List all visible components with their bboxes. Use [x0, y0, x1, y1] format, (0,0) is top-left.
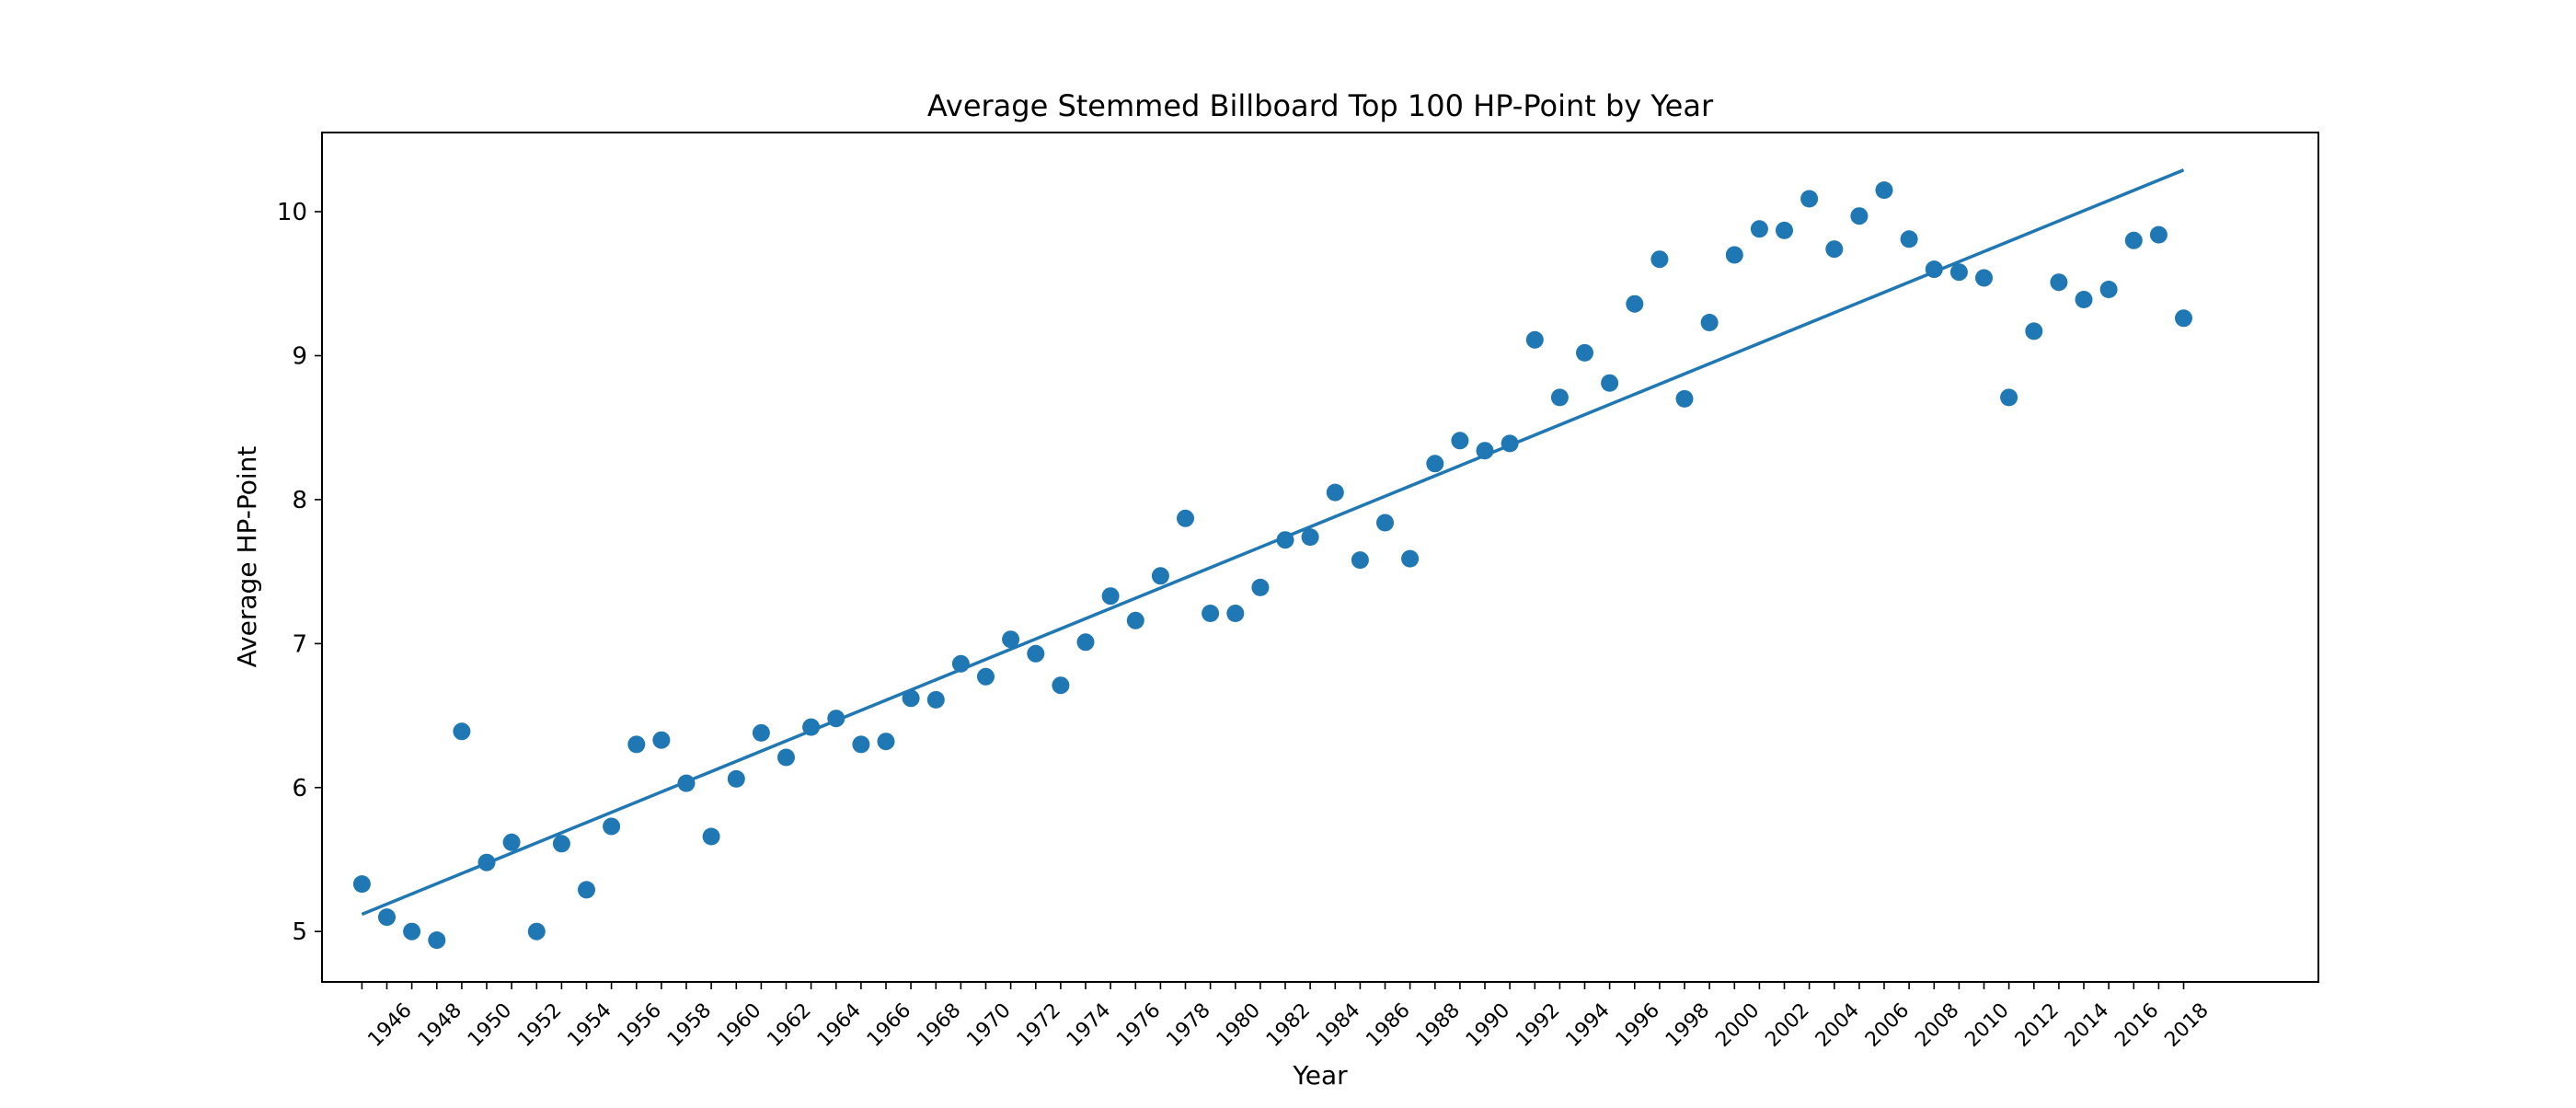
data-point — [1451, 432, 1469, 450]
trend-line — [361, 168, 2185, 917]
y-tick-label: 6 — [292, 775, 307, 802]
data-point — [1900, 230, 1918, 248]
plot-layer — [352, 168, 2192, 950]
data-point — [2075, 291, 2093, 308]
chart-title: Average Stemmed Billboard Top 100 HP-Poi… — [927, 88, 1714, 123]
data-point — [1027, 644, 1045, 663]
data-point — [1426, 455, 1444, 473]
data-point — [727, 769, 745, 788]
data-point — [1700, 314, 1719, 331]
data-point — [1376, 514, 1394, 532]
data-point — [2025, 322, 2043, 340]
y-tick-label: 5 — [292, 918, 307, 946]
data-point — [1601, 374, 1619, 392]
data-point — [702, 827, 720, 846]
data-point — [1151, 567, 1169, 585]
y-tick-label: 7 — [292, 630, 307, 658]
data-point — [378, 908, 396, 927]
data-point — [2175, 309, 2192, 328]
data-point — [527, 922, 546, 941]
data-point — [1626, 294, 1644, 313]
data-point — [1002, 630, 1020, 649]
y-tick-label: 10 — [277, 199, 307, 226]
data-point — [1949, 263, 1968, 282]
data-point — [1126, 611, 1144, 629]
data-point — [1101, 587, 1120, 606]
data-point — [1202, 605, 1220, 622]
data-point — [1550, 388, 1569, 407]
data-point — [1750, 220, 1768, 238]
y-axis-ticks: 5 6 7 8 9 10 — [277, 199, 322, 946]
data-point — [1326, 483, 1344, 502]
data-point — [652, 731, 671, 749]
data-point — [428, 931, 446, 950]
data-point — [1875, 181, 1893, 200]
data-point — [852, 735, 870, 754]
data-point — [352, 875, 371, 894]
data-point — [977, 667, 995, 686]
data-point — [1825, 240, 1844, 259]
data-point — [1351, 551, 1369, 570]
data-point — [2149, 225, 2168, 244]
axes-frame — [321, 132, 2319, 983]
data-point — [403, 922, 421, 941]
data-point — [1800, 190, 1819, 208]
data-point — [1675, 389, 1694, 408]
data-point — [1725, 246, 1743, 264]
data-point — [926, 690, 945, 709]
data-point — [777, 748, 795, 767]
data-point — [1576, 343, 1593, 362]
data-point — [453, 722, 471, 741]
data-point — [1850, 207, 1869, 225]
data-point — [552, 835, 570, 853]
data-point — [1177, 509, 1194, 527]
data-point — [1226, 605, 1245, 622]
data-point — [1525, 330, 1544, 349]
data-point — [2000, 388, 2018, 407]
data-point — [877, 733, 895, 751]
data-point — [502, 833, 521, 851]
data-point — [752, 723, 770, 742]
data-point — [603, 817, 621, 836]
y-tick-label: 8 — [292, 487, 307, 514]
data-point — [1052, 676, 1070, 695]
data-point — [1975, 269, 1993, 287]
data-point — [1076, 633, 1095, 652]
data-point — [627, 735, 646, 754]
data-point — [1776, 221, 1793, 239]
data-point — [2124, 231, 2143, 249]
y-tick-label: 9 — [292, 343, 307, 371]
x-axis-label: Year — [1292, 1060, 1348, 1091]
data-point — [902, 689, 920, 708]
data-point — [1301, 528, 1319, 547]
data-point — [1401, 549, 1420, 568]
data-point — [2099, 281, 2118, 298]
data-point — [1251, 578, 1270, 596]
y-axis-label: Average HP-Point — [232, 446, 262, 668]
data-point — [1650, 250, 1669, 269]
data-point — [2050, 273, 2068, 292]
data-point — [578, 881, 595, 899]
